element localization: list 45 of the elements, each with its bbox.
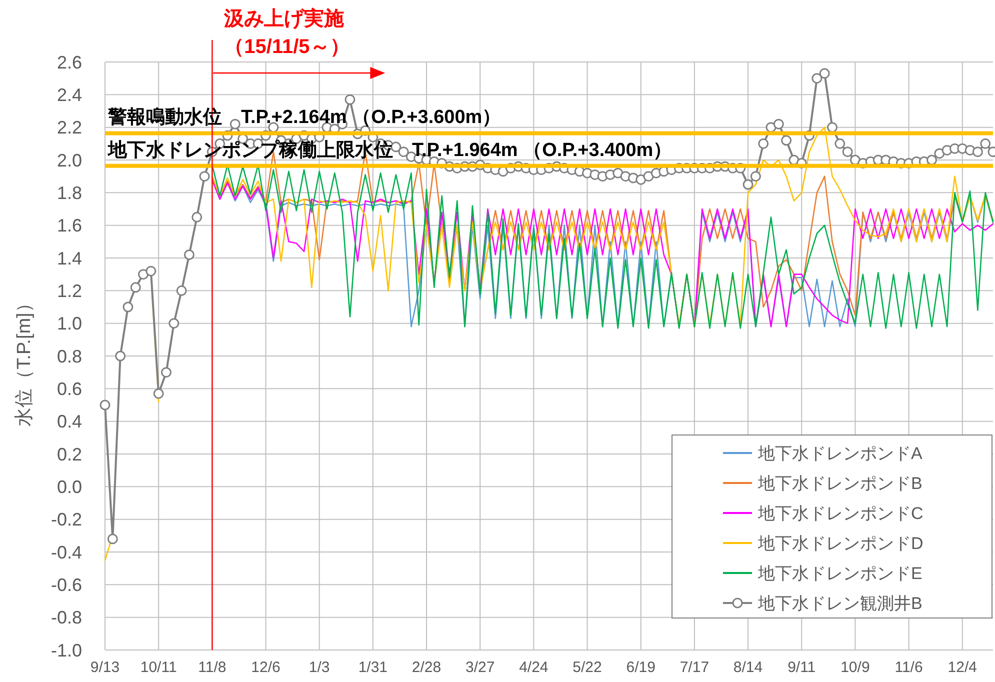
y-tick-label: 1.0 [56, 314, 82, 334]
x-tick-label: 2/28 [412, 659, 442, 676]
y-tick-label: 2.4 [56, 84, 82, 105]
y-tick-label: 1.6 [56, 216, 82, 236]
x-tick-label: 10/9 [840, 659, 870, 676]
y-tick-label: 1.2 [56, 280, 82, 301]
x-tick-label: 7/17 [680, 659, 710, 676]
legend-label: 地下水ドレンポンドC [757, 504, 924, 523]
x-tick-label: 6/19 [626, 659, 656, 676]
y-tick-label: 2.2 [56, 118, 82, 138]
x-tick-label: 3/27 [466, 659, 495, 676]
x-tick-label: 5/22 [572, 659, 602, 676]
y-tick-label: 0.6 [56, 378, 82, 399]
x-tick-label: 12/6 [251, 659, 280, 676]
y-tick-label: -0.4 [50, 542, 82, 562]
legend-label: 地下水ドレンポンドA [757, 444, 923, 463]
legend-label: 地下水ドレン観測井B [757, 594, 922, 613]
x-tick-label: 11/6 [894, 659, 923, 676]
y-tick-label: -0.6 [50, 574, 82, 595]
y-tick-label: 0.8 [56, 346, 82, 366]
y-tick-label: -1.0 [50, 640, 82, 660]
ref-line-label: 汲み上げ実施 [223, 7, 344, 30]
y-tick-label: -0.2 [50, 510, 82, 530]
legend-label: 地下水ドレンポンドE [757, 564, 922, 583]
x-tick-label: 9/13 [90, 659, 120, 676]
x-tick-label: 4/24 [519, 659, 548, 676]
y-tick-label: 0.2 [56, 444, 82, 464]
y-tick-label: 2.6 [56, 52, 82, 72]
legend-label: 地下水ドレンポンドD [757, 534, 924, 553]
y-tick-label: 0.4 [56, 412, 82, 432]
x-tick-label: 12/4 [948, 659, 977, 676]
x-tick-label: 8/14 [733, 659, 763, 676]
x-tick-label: 1/31 [358, 659, 388, 676]
y-tick-label: 2.0 [56, 150, 82, 170]
y-tick-label: -0.8 [50, 608, 82, 628]
text: （15/11/5～） [224, 36, 350, 58]
x-tick-label: 9/11 [788, 659, 816, 676]
y-tick-label: 0.0 [56, 476, 82, 497]
x-tick-label: 10/11 [140, 659, 177, 676]
y-tick-label: 1.4 [56, 248, 82, 268]
x-tick-label: 1/3 [308, 659, 330, 676]
y-tick-label: 1.8 [56, 182, 82, 203]
y-axis-title: 水位（T.P.[m]） [14, 294, 35, 426]
legend-label: 地下水ドレンポンドB [757, 474, 922, 493]
x-tick-label: 11/8 [198, 659, 226, 676]
